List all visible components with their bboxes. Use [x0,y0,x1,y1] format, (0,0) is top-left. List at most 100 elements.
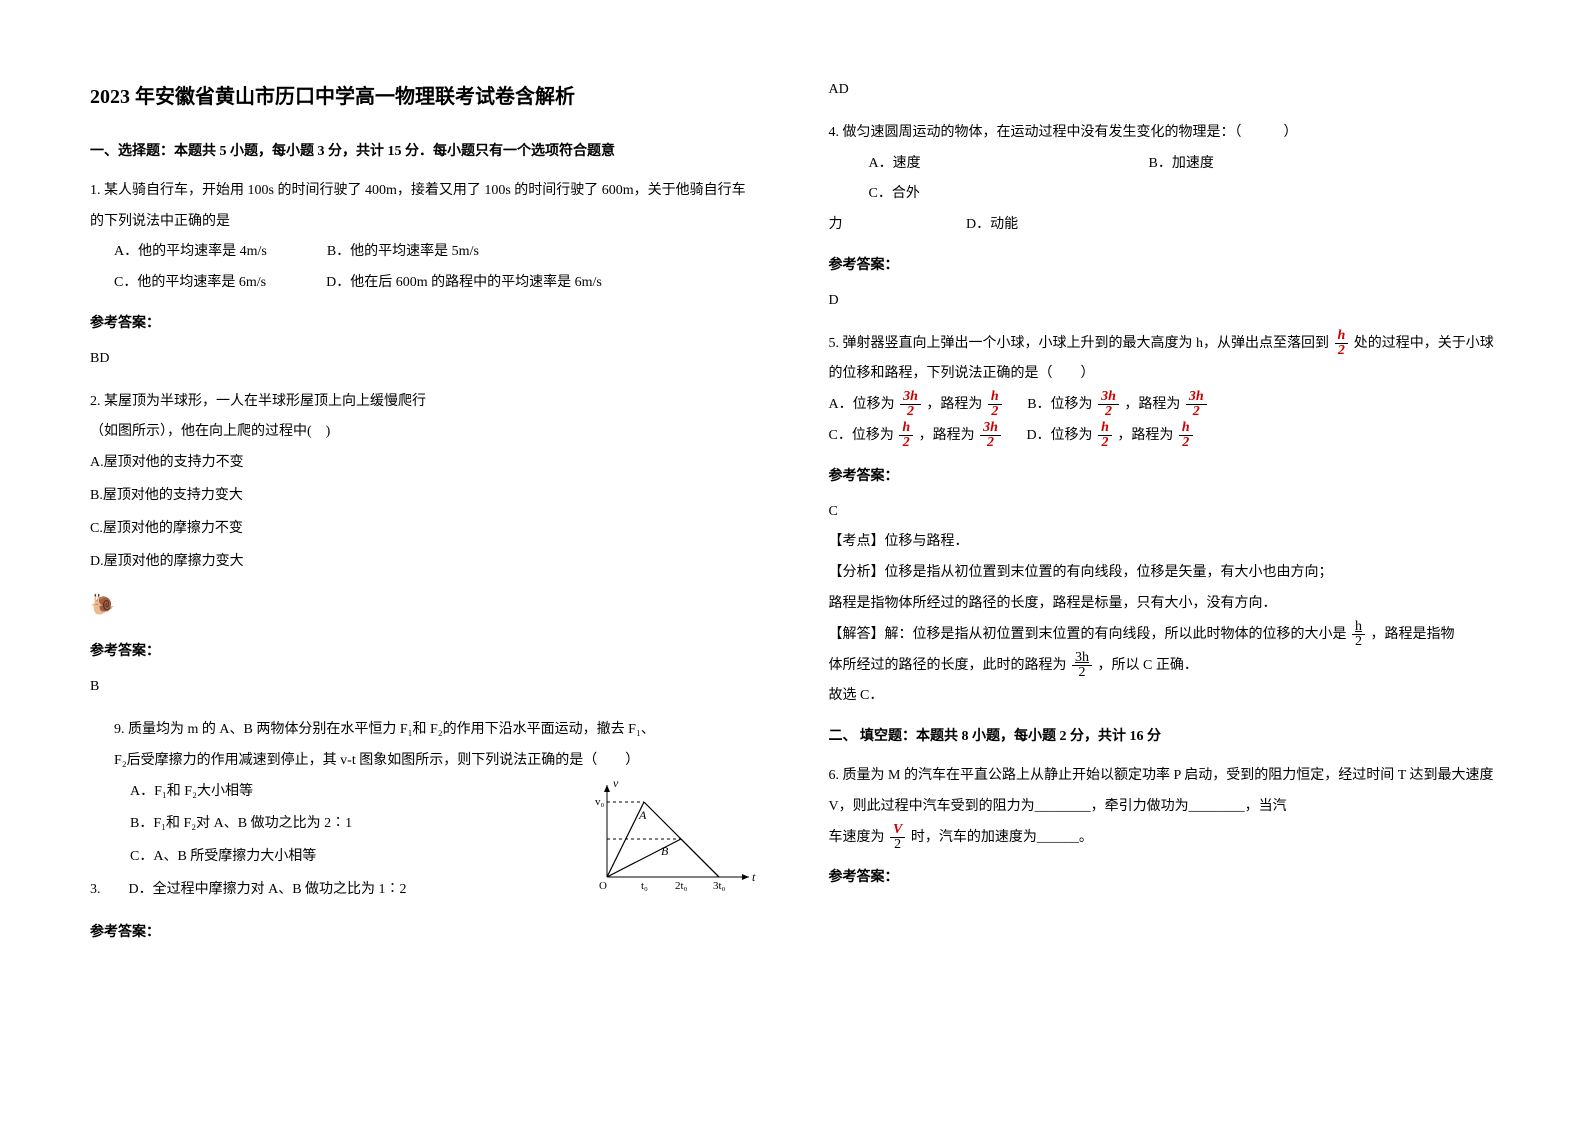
q1-options-row2: C．他的平均速率是 6m/s D．他在后 600m 的路程中的平均速率是 6m/… [90,268,759,299]
q5-opt-a-mid: ，路程为 [926,397,982,412]
q1-option-d: D．他在后 600m 的路程中的平均速率是 6m/s [326,268,602,299]
chart-3t0-label: 3t₀ [713,880,726,892]
chart-origin-label: O [599,880,607,892]
q6-line2-pre: 车速度为 [829,830,885,845]
q5-fracD1: h2 [1098,421,1112,450]
q3-content-row: A．F₁和 F₂大小相等 B．F₁和 F₂对 A、B 做功之比为 2∶1 C．A… [90,777,759,908]
q3-answer: AD [829,75,1498,106]
chart-t-axis-label: t [752,870,756,884]
q3-option-a: A．F₁和 F₂大小相等 [90,777,549,808]
q1-options-row1: A．他的平均速率是 4m/s B．他的平均速率是 5m/s [90,237,759,268]
q3-prefix: 3. [90,875,101,908]
q5-solve-pre: 【解答】解：位移是指从初位置到末位置的有向线段，所以此时物体的位移的大小是 [829,627,1347,642]
q5-options-row1: A．位移为 3h2 ，路程为 h2 B．位移为 3h2 ，路程为 3h2 [829,390,1498,421]
q4-text: 4. 做匀速圆周运动的物体，在运动过程中没有发生变化的物理是：（ ） [829,118,1498,149]
q5-solve2-pre: 体所经过的路径的长度，此时的路程为 [829,658,1067,673]
q5-solve-frac2: 3h2 [1072,651,1092,680]
q3-last-row: 3. D．全过程中摩擦力对 A、B 做功之比为 1∶2 [90,875,549,908]
q5-solve: 【解答】解：位移是指从初位置到末位置的有向线段，所以此时物体的位移的大小是 h2… [829,620,1498,651]
q2-text2: （如图所示），他在向上爬的过程中( ) [90,417,759,448]
q5-point: 【考点】位移与路程． [829,527,1498,558]
q5-opt-b-mid: ，路程为 [1124,397,1180,412]
section2-header: 二、 填空题：本题共 8 小题，每小题 2 分，共计 16 分 [829,722,1498,753]
q5-opt-d-mid: ，路程为 [1117,428,1173,443]
question-1: 1. 某人骑自行车，开始用 100s 的时间行驶了 400m，接着又用了 100… [90,176,759,299]
q6-answer-label: 参考答案： [829,863,1498,894]
q5-opt-d-pre: D．位移为 [1026,428,1092,443]
q1-option-c: C．他的平均速率是 6m/s [114,268,266,299]
chart-2t0-label: 2t₀ [675,880,688,892]
q5-solve-mid: ，路程是指物 [1371,627,1455,642]
q5-opt-b-pre: B．位移为 [1027,397,1092,412]
q1-option-b: B．他的平均速率是 5m/s [327,237,479,268]
question-3: 9. 质量均为 m 的 A、B 两物体分别在水平恒力 F₁和 F₂的作用下沿水平… [90,715,759,908]
q2-option-a: A.屋顶对他的支持力不变 [90,448,759,479]
q4-option-c-suffix: 力 [829,217,843,232]
q4-option-d: D．动能 [966,217,1018,232]
q4-option-c-prefix: C．合外 [869,179,969,210]
q4-option-b: B．加速度 [1149,149,1429,180]
exam-title: 2023 年安徽省黄山市历口中学高一物理联考试卷含解析 [90,75,759,119]
section1-header: 一、选择题：本题共 5 小题，每小题 3 分，共计 15 分．每小题只有一个选项… [90,137,759,168]
q1-answer-label: 参考答案： [90,309,759,340]
q2-answer-label: 参考答案： [90,637,759,668]
q5-text-before: 5. 弹射器竖直向上弹出一个小球，小球上升到的最大高度为 h，从弹出点至落回到 [829,336,1330,351]
question-4: 4. 做匀速圆周运动的物体，在运动过程中没有发生变化的物理是：（ ） A．速度 … [829,118,1498,241]
q5-solve2-post: ，所以 C 正确． [1098,658,1198,673]
vt-chart-svg: v₀ t₀ 2t₀ 3t₀ t v O A B [589,777,759,892]
q5-opt-a-pre: A．位移为 [829,397,895,412]
q5-fracC2: 3h2 [980,421,1001,450]
q6-frac-v2: V2 [890,823,905,852]
q1-option-a: A．他的平均速率是 4m/s [114,237,267,268]
q5-fracD2: h2 [1179,421,1193,450]
snail-figure-icon: 🐌 [90,583,759,627]
q5-conclusion: 故选 C． [829,681,1498,712]
q5-analysis1: 【分析】位移是指从初位置到末位置的有向线段，位移是矢量，有大小也由方向； [829,558,1498,589]
q2-option-c: C.屋顶对他的摩擦力不变 [90,514,759,545]
q5-options-row2: C．位移为 h2 ，路程为 3h2 D．位移为 h2 ，路程为 h2 [829,421,1498,452]
q5-answer-label: 参考答案： [829,462,1498,493]
q3-options: A．F₁和 F₂大小相等 B．F₁和 F₂对 A、B 做功之比为 2∶1 C．A… [90,777,549,908]
q4-options-line2: 力 D．动能 [829,210,1498,241]
q5-analysis2: 路程是指物体所经过的路径的长度，路程是标量，只有大小，没有方向． [829,589,1498,620]
q2-option-b: B.屋顶对他的支持力变大 [90,481,759,512]
q5-solve-frac1: h2 [1352,620,1365,649]
q1-text: 1. 某人骑自行车，开始用 100s 的时间行驶了 400m，接着又用了 100… [90,176,759,238]
q2-text1: 2. 某屋顶为半球形，一人在半球形屋顶上向上缓慢爬行 [90,387,759,418]
q2-answer: B [90,672,759,703]
q5-fracB2: 3h2 [1186,390,1207,419]
q5-fracA2: h2 [988,390,1002,419]
chart-t0-label: t₀ [641,880,648,892]
q4-option-a: A．速度 [869,149,1149,180]
q5-opt-c-pre: C．位移为 [829,428,894,443]
q5-fracB1: 3h2 [1098,390,1119,419]
q3-text2: F₂后受摩擦力的作用减速到停止，其 v-t 图象如图所示，则下列说法正确的是（ … [90,746,759,777]
q6-line2-post: 时，汽车的加速度为______。 [911,830,1093,845]
q2-option-d: D.屋顶对他的摩擦力变大 [90,547,759,578]
question-5: 5. 弹射器竖直向上弹出一个小球，小球上升到的最大高度为 h，从弹出点至落回到 … [829,329,1498,452]
q3-text1: 9. 质量均为 m 的 A、B 两物体分别在水平恒力 F₁和 F₂的作用下沿水平… [90,715,759,746]
q3-option-b: B．F₁和 F₂对 A、B 做功之比为 2∶1 [90,809,549,840]
q3-answer-label: 参考答案： [90,918,759,949]
chart-line-a-label: A [638,808,647,822]
q3-option-d: D．全过程中摩擦力对 A、B 做功之比为 1∶2 [101,875,407,906]
q6-line1: 6. 质量为 M 的汽车在平直公路上从静止开始以额定功率 P 启动，受到的阻力恒… [829,761,1498,823]
left-column: 2023 年安徽省黄山市历口中学高一物理联考试卷含解析 一、选择题：本题共 5 … [90,75,759,1047]
chart-line-b-label: B [661,844,669,858]
q4-answer: D [829,286,1498,317]
q5-frac-h2: h2 [1335,329,1349,358]
q5-opt-c-mid: ，路程为 [919,428,975,443]
q3-option-c: C．A、B 所受摩擦力大小相等 [90,842,549,873]
right-column: AD 4. 做匀速圆周运动的物体，在运动过程中没有发生变化的物理是：（ ） A．… [829,75,1498,1047]
q4-answer-label: 参考答案： [829,251,1498,282]
q5-solve2: 体所经过的路径的长度，此时的路程为 3h2 ，所以 C 正确． [829,651,1498,682]
chart-v-axis-label: v [613,777,619,790]
q6-line2: 车速度为 V2 时，汽车的加速度为______。 [829,823,1498,854]
q5-fracA1: 3h2 [900,390,921,419]
q5-fracC1: h2 [899,421,913,450]
q5-text: 5. 弹射器竖直向上弹出一个小球，小球上升到的最大高度为 h，从弹出点至落回到 … [829,329,1498,391]
q5-answer: C [829,497,1498,528]
question-2: 2. 某屋顶为半球形，一人在半球形屋顶上向上缓慢爬行 （如图所示），他在向上爬的… [90,387,759,578]
chart-v0-label: v₀ [595,796,605,808]
q1-answer: BD [90,344,759,375]
